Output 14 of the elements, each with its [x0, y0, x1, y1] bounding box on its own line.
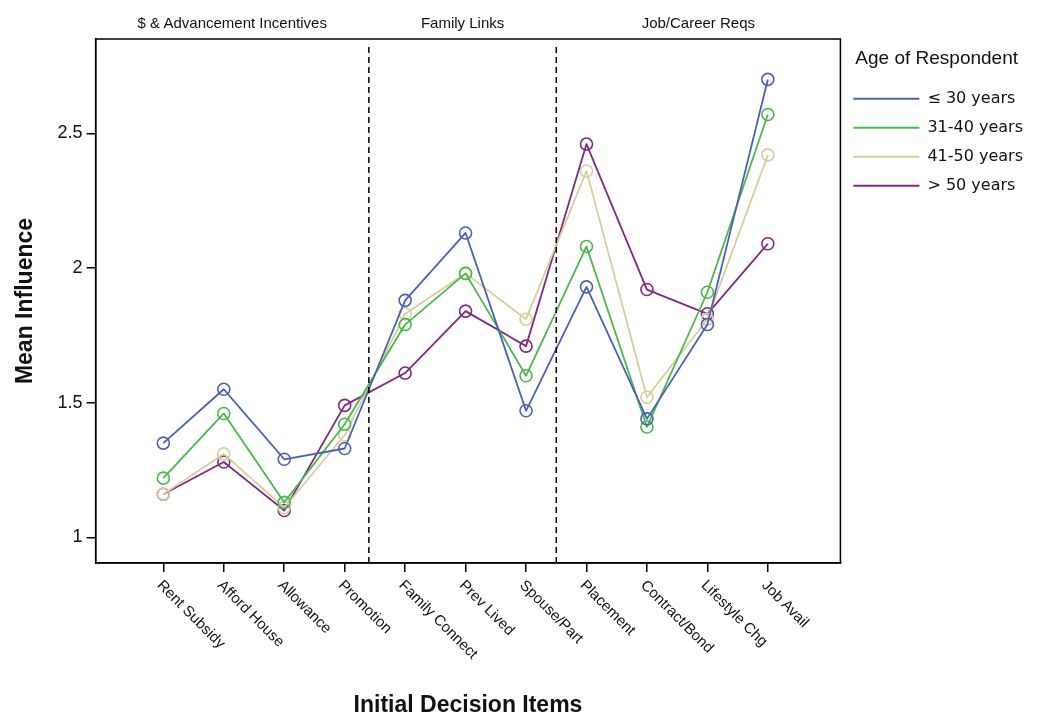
- y-tick-label: 1: [72, 526, 83, 547]
- text: Family Links: [420, 13, 505, 31]
- legend-title: Age of Respondent: [855, 46, 1019, 68]
- y-tick-label: 1.5: [57, 391, 83, 412]
- legend-label: ≤ 30 years: [927, 87, 1016, 107]
- text: Job/Career Reqs: [641, 13, 756, 31]
- legend-label: 41-50 years: [927, 145, 1023, 165]
- y-tick-label: 2.5: [57, 122, 83, 143]
- legend-label: 31-40 years: [927, 116, 1023, 136]
- y-tick-label: 2: [72, 256, 83, 277]
- x-axis-title: Initial Decision Items: [353, 690, 583, 717]
- y-axis-title: Mean Influence: [11, 217, 38, 385]
- text: $ & Advancement Incentives: [137, 13, 327, 31]
- legend-label: > 50 years: [927, 174, 1016, 194]
